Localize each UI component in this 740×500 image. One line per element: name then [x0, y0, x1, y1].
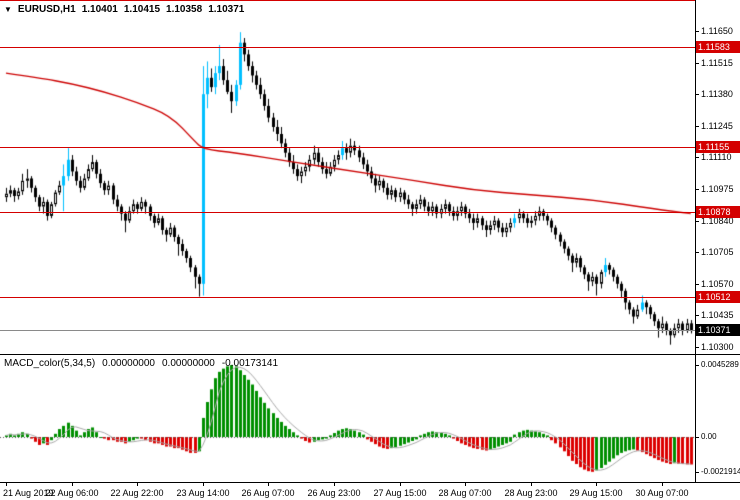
horizontal-level-line[interactable] [0, 47, 695, 48]
indicator-value-3: -0.00173141 [221, 358, 279, 369]
price-axis-tick [695, 252, 699, 253]
price-axis-tick [695, 63, 699, 64]
indicator-value-2: 0.00000000 [162, 358, 215, 369]
time-axis-tick [334, 483, 335, 486]
time-axis-label: 29 Aug 15:00 [569, 488, 623, 498]
price-level-badge: 1.10512 [696, 291, 740, 303]
price-axis-label: 1.10570 [701, 278, 734, 289]
ohlc-low: 1.10358 [166, 4, 203, 15]
price-axis-tick [695, 126, 699, 127]
price-axis-tick [695, 189, 699, 190]
time-axis-label: 30 Aug 07:00 [635, 488, 689, 498]
macd-axis-label: 0.0045289 [701, 360, 739, 369]
price-level-badge: 1.11583 [696, 41, 740, 53]
price-level-badge: 1.11155 [696, 141, 740, 153]
time-axis-label: 27 Aug 15:00 [373, 488, 427, 498]
time-axis-label: 21 Aug 2019 [3, 488, 54, 498]
indicator-name: MACD_color(5,34,5) [4, 358, 96, 369]
horizontal-level-line[interactable] [0, 212, 695, 213]
time-axis-tick [596, 483, 597, 486]
time-axis-label: 22 Aug 22:00 [110, 488, 164, 498]
time-axis-tick [6, 483, 7, 486]
time-axis-label: 28 Aug 07:00 [438, 488, 492, 498]
price-axis-label: 1.10435 [701, 310, 734, 321]
time-axis-tick [72, 483, 73, 486]
time-axis-label: 26 Aug 07:00 [241, 488, 295, 498]
horizontal-level-line[interactable] [0, 297, 695, 298]
time-axis-label: 23 Aug 14:00 [176, 488, 230, 498]
price-axis-label: 1.11110 [701, 152, 732, 163]
price-axis-tick [695, 94, 699, 95]
macd-axis-tick [695, 365, 699, 366]
chart-indicator-separator[interactable] [0, 354, 740, 355]
time-axis-label: 26 Aug 23:00 [307, 488, 361, 498]
price-axis-label: 1.10705 [701, 247, 734, 258]
price-axis-label: 1.11380 [701, 89, 733, 100]
offscreen-hline-top [0, 0, 695, 1]
price-axis-label: 1.11515 [701, 57, 733, 68]
price-axis-separator[interactable] [695, 0, 696, 483]
price-axis-tick [695, 31, 699, 32]
macd-axis-label: -0.0021914 [701, 466, 740, 476]
macd-axis-tick [695, 472, 699, 473]
time-axis-tick [137, 483, 138, 486]
macd-axis-label: 0.00 [701, 432, 717, 441]
time-axis-tick [268, 483, 269, 486]
price-axis-label: 1.10300 [701, 342, 734, 352]
indicator-value-1: 0.00000000 [102, 358, 155, 369]
ohlc-open: 1.10401 [81, 4, 118, 15]
time-axis-tick [203, 483, 204, 486]
price-axis-label: 1.11650 [701, 26, 733, 36]
indicator-legend: MACD_color(5,34,5) 0.00000000 0.00000000 -0… [4, 358, 285, 369]
symbol-dropdown-icon[interactable]: ▼ [4, 5, 12, 14]
symbol-name: EURUSD,H1 [17, 4, 76, 15]
time-axis-label: 22 Aug 06:00 [45, 488, 99, 498]
price-axis-label: 1.10975 [701, 184, 734, 194]
ohlc-close: 1.10371 [208, 4, 245, 15]
macd-axis-tick [695, 437, 699, 438]
time-axis-tick [400, 483, 401, 486]
price-axis-label: 1.11245 [701, 120, 733, 131]
symbol-ohlc-legend: ▼ EURUSD,H1 1.10401 1.10415 1.10358 1.10371 [4, 4, 250, 15]
price-axis-tick [695, 221, 699, 222]
price-axis-label: 1.10840 [701, 215, 734, 226]
ohlc-high: 1.10415 [123, 4, 161, 15]
time-axis-label: 28 Aug 23:00 [504, 488, 558, 498]
current-price-badge: 1.10371 [696, 324, 740, 336]
time-axis-tick [465, 483, 466, 486]
price-axis-tick [695, 347, 699, 348]
current-price-line [0, 330, 695, 331]
price-axis-tick [695, 157, 699, 158]
time-axis-tick [531, 483, 532, 486]
price-axis-tick [695, 284, 699, 285]
price-axis-tick [695, 315, 699, 316]
time-axis-separator [0, 482, 740, 483]
time-axis-tick [662, 483, 663, 486]
price-level-badge: 1.10878 [696, 206, 740, 218]
horizontal-level-line[interactable] [0, 147, 695, 148]
